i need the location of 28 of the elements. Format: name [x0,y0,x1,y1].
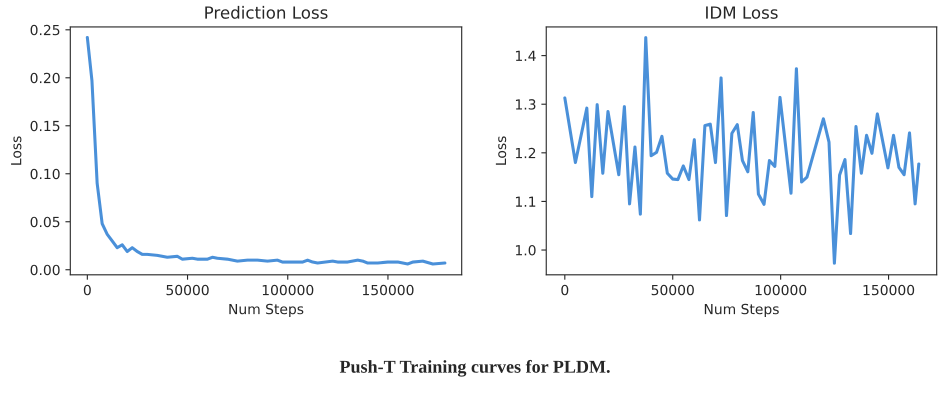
x-tick-label: 150000 [864,284,914,296]
y-axis-title: Loss [496,136,506,165]
x-axis-title: Num Steps [704,304,779,317]
x-axis-title: Num Steps [229,304,304,317]
y-tick-label: 1.1 [516,196,536,207]
line-series [86,36,446,266]
y-tick-label: 0.20 [30,72,60,84]
y-tick-label: 0.00 [30,264,60,276]
x-tick-label: 150000 [362,284,414,296]
y-tick-label: 0.05 [30,216,60,228]
y-tick-label: 1.3 [516,99,536,110]
chart-title: IDM Loss [706,6,778,19]
line-series [563,36,920,265]
x-tick-label: 50000 [166,284,209,296]
x-tick-label: 0 [84,284,91,296]
y-tick-label: 1.2 [516,148,536,158]
x-tick-label: 100000 [756,284,806,296]
x-tick-label: 100000 [262,284,314,296]
y-tick-label: 1.0 [516,245,536,256]
x-tick-label: 0 [561,284,568,296]
y-tick-label: 0.15 [30,120,60,132]
chart-title: Prediction Loss [205,6,328,19]
text: Push-T Training curves for PLDM. [340,360,610,377]
y-tick-label: 0.10 [30,168,60,180]
y-tick-label: 1.4 [516,50,536,61]
x-tick-label: 50000 [652,284,694,296]
y-axis-title: Loss [11,136,22,165]
y-tick-label: 0.25 [30,24,60,36]
